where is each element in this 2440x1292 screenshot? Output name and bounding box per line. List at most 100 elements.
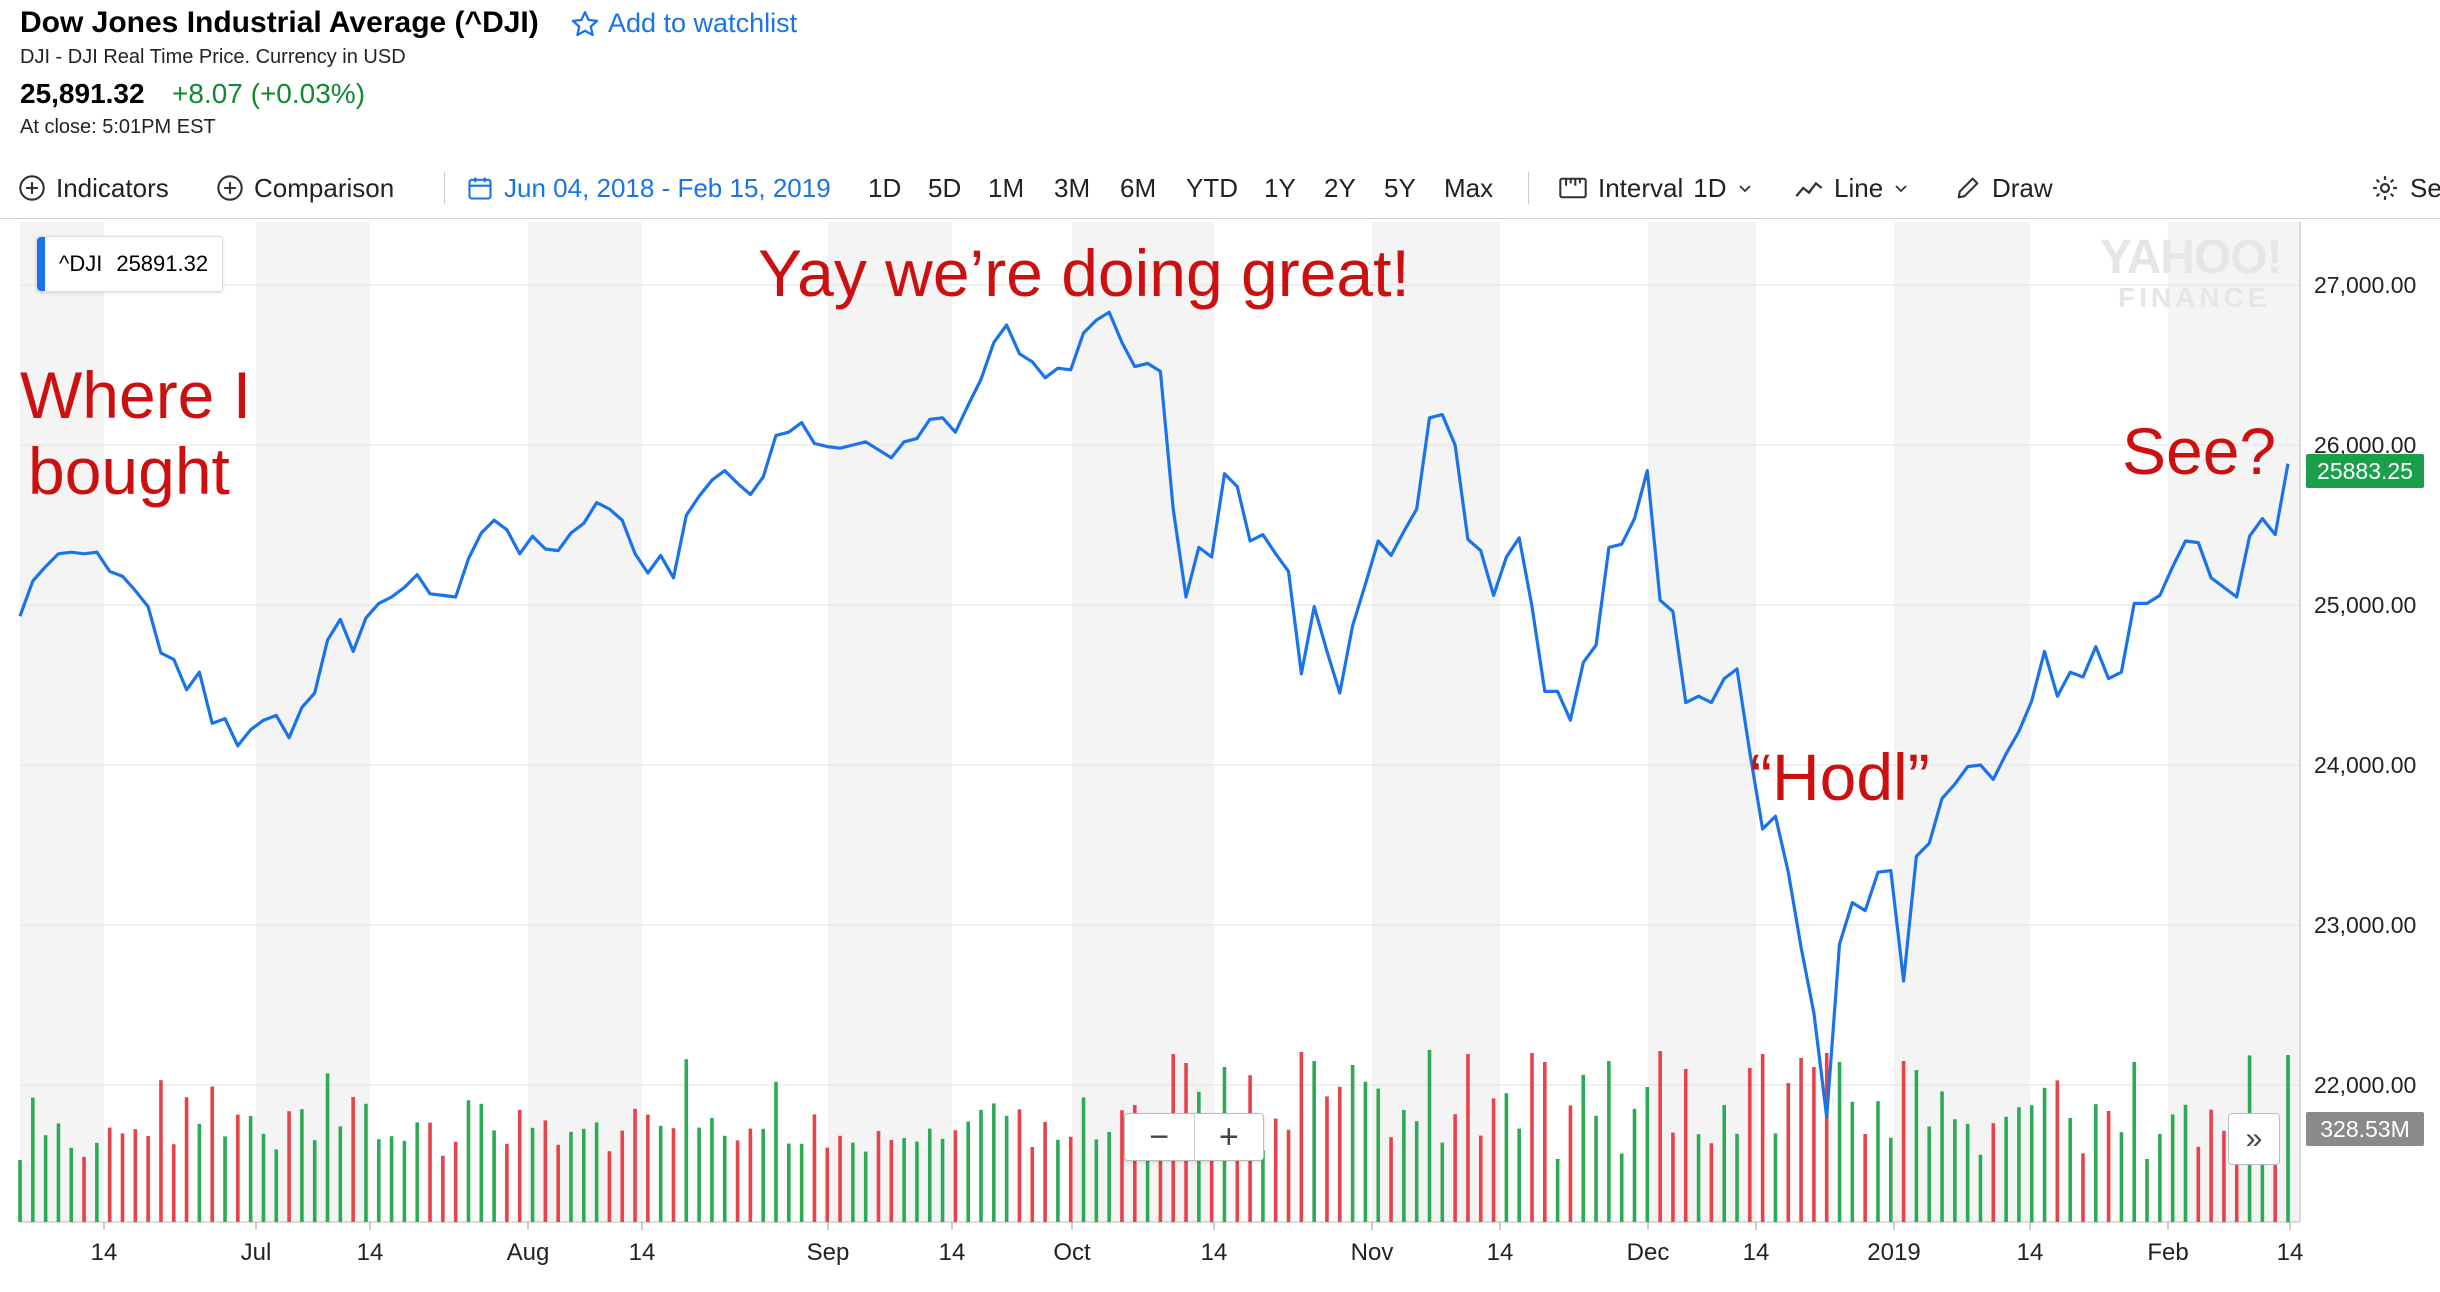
volume-bar [69,1147,74,1222]
volume-bar [1645,1087,1650,1222]
volume-bar [1748,1068,1752,1222]
volume-bar [466,1100,471,1222]
volume-bar [1517,1128,1521,1222]
range-ytd[interactable]: YTD [1186,172,1238,203]
volume-bar [197,1123,202,1222]
volume-bar [1568,1105,1573,1222]
range-max[interactable]: Max [1444,172,1494,203]
x-tick-label: 14 [2017,1239,2044,1266]
date-range-button[interactable]: Jun 04, 2018 - Feb 15, 2019 [466,160,831,216]
volume-bar [1312,1061,1316,1222]
volume-bar [1402,1110,1406,1222]
x-tick-label: Oct [1053,1239,1091,1266]
range-5d[interactable]: 5D [928,172,962,203]
volume-bar [210,1086,215,1222]
draw-button[interactable]: Draw [1954,160,2053,216]
interval-dropdown[interactable]: Interval 1D [1558,160,1753,216]
volume-bar [1273,1118,1278,1222]
volume-bar [2234,1139,2239,1222]
comparison-button[interactable]: Comparison [216,160,394,216]
add-to-watchlist-label: Add to watchlist [608,8,798,38]
annotation-hodl: “Hodl” [1750,740,1930,814]
volume-bar [1965,1123,1970,1222]
volume-bar [2081,1153,2085,1222]
volume-bar [607,1151,612,1222]
volume-bar [953,1130,958,1222]
volume-bar [646,1114,650,1222]
range-2y[interactable]: 2Y [1324,172,1356,203]
volume-bar [2170,1114,2175,1222]
ruler-icon [1559,177,1587,199]
current-price: 25,891.32 [20,78,145,109]
volume-bar [1876,1101,1880,1222]
volume-bar [1683,1069,1688,1222]
zoom-in-button[interactable]: + [1193,1114,1264,1160]
volume-bar [43,1135,48,1222]
price-change: +8.07 (+0.03%) [172,78,366,109]
range-1y[interactable]: 1Y [1264,172,1296,203]
volume-bar [1299,1052,1304,1222]
indicators-button[interactable]: Indicators [18,160,169,216]
chevron-down-icon [1895,185,1907,193]
month-band [20,222,104,1222]
volume-bar [1594,1115,1598,1222]
range-3m[interactable]: 3M [1054,172,1091,203]
settings-button[interactable]: Se [2370,160,2440,216]
close-time: At close: 5:01PM EST [20,116,216,138]
volume-bar [1607,1061,1611,1222]
chart-type-label: Line [1834,172,1884,203]
volume-bar [2132,1062,2137,1222]
volume-bar [774,1081,778,1222]
x-tick-label: 14 [2277,1239,2304,1266]
volume-bar [1824,1053,1829,1222]
volume-bar [18,1160,22,1222]
volume-bar [2055,1080,2060,1222]
volume-bar [1017,1109,1022,1222]
volume-bar [1914,1070,1919,1222]
volume-bar [697,1127,701,1222]
volume-bar [248,1116,253,1222]
x-tick-label: 14 [91,1239,118,1266]
annotation-bought-line2: bought [28,433,230,508]
volume-bar [1773,1133,1778,1222]
last-price-label: 25883.25 [2306,454,2424,488]
chart-toolbar: Indicators Comparison Jun 04, 2018 - Feb… [0,160,2440,216]
volume-bar [376,1139,381,1222]
volume-bar [1735,1133,1739,1222]
volume-bar [428,1122,432,1222]
volume-bar [1901,1061,1906,1222]
volume-bar [710,1118,714,1222]
volume-bar [56,1123,61,1222]
volume-bar [1337,1086,1342,1222]
zoom-out-button[interactable]: − [1149,1117,1170,1156]
volume-bar [1888,1137,1893,1222]
volume-bar [1427,1050,1432,1222]
range-1m[interactable]: 1M [988,172,1025,203]
series-legend[interactable]: ^DJI 25891.32 [36,236,224,292]
month-band [1648,222,1756,1222]
volume-bar [556,1144,560,1222]
expand-chart-button[interactable]: » [2228,1113,2280,1165]
finance-watermark: FINANCE [2118,282,2271,313]
volume-bar [2222,1130,2226,1222]
volume-bar [1414,1121,1419,1222]
range-6m[interactable]: 6M [1120,172,1157,203]
page-title: Dow Jones Industrial Average (^DJI) [20,6,539,39]
volume-bar [2017,1107,2021,1222]
volume-bar [2004,1116,2008,1222]
volume-bar [992,1103,996,1222]
add-to-watchlist-button[interactable]: Add to watchlist [570,8,797,39]
volume-bar [787,1143,791,1222]
chart-type-dropdown[interactable]: Line [1794,160,1909,216]
volume-bar [1760,1054,1765,1222]
range-5y[interactable]: 5Y [1384,172,1416,203]
annotation-see: See? [2122,414,2277,488]
x-tick-label: 2019 [1867,1239,1920,1266]
y-tick-label: 26,000.00 [2314,432,2416,458]
range-1d[interactable]: 1D [868,172,902,203]
volume-bar [1120,1110,1124,1222]
volume-bar [1209,1132,1214,1222]
volume-bar [1632,1108,1637,1222]
volume-bar [1504,1093,1509,1222]
